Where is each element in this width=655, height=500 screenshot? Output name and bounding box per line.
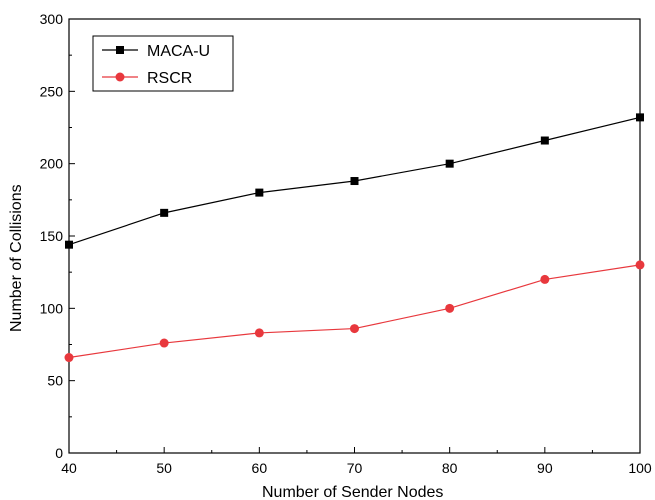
y-axis-ticks: 0 50 100 150 200 250 300	[40, 11, 75, 461]
series-line-rscr	[68, 264, 641, 359]
data-point-maca-u	[540, 136, 549, 145]
y-axis-title: Number of Collisions	[8, 184, 25, 332]
legend-label: RSCR	[147, 70, 192, 87]
x-tick-label: 100	[628, 460, 652, 476]
y-tick-label: 150	[40, 228, 64, 244]
x-tick-label: 60	[252, 460, 268, 476]
legend-marker	[116, 46, 124, 54]
y-tick-label: 250	[40, 83, 64, 99]
x-tick-label: 50	[156, 460, 172, 476]
data-point-maca-u	[636, 113, 644, 122]
data-point-rscr	[445, 303, 455, 313]
x-axis-ticks: 40 50 60 70 80 90 100	[61, 447, 652, 476]
data-point-maca-u	[350, 177, 359, 186]
data-point-rscr	[254, 328, 264, 338]
x-tick-label: 90	[537, 460, 553, 476]
x-axis-title: Number of Sender Nodes	[262, 484, 443, 500]
series-layer	[64, 113, 645, 363]
data-point-maca-u	[445, 159, 454, 168]
data-point-rscr	[350, 324, 359, 334]
y-tick-label: 0	[55, 445, 63, 461]
data-point-rscr	[159, 338, 169, 348]
x-tick-label: 70	[347, 460, 363, 476]
data-point-maca-u	[160, 208, 169, 217]
data-point-rscr	[635, 260, 645, 270]
y-tick-label: 300	[40, 11, 64, 27]
y-tick-label: 50	[47, 373, 63, 389]
legend-marker	[115, 72, 125, 82]
y-tick-label: 200	[40, 156, 64, 172]
x-tick-label: 80	[442, 460, 458, 476]
data-point-maca-u	[255, 188, 264, 197]
legend-label: MACA-U	[147, 43, 210, 60]
legend: MACA-U RSCR	[92, 35, 234, 92]
data-point-rscr	[540, 274, 550, 284]
legend-box	[92, 35, 234, 92]
data-point-rscr	[64, 353, 74, 363]
x-tick-label: 40	[61, 460, 77, 476]
y-tick-label: 100	[40, 300, 64, 316]
data-point-maca-u	[65, 240, 73, 249]
